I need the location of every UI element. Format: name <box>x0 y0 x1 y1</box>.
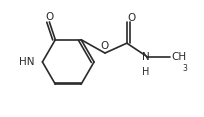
Text: O: O <box>127 13 135 23</box>
Text: 3: 3 <box>182 64 187 73</box>
Text: CH: CH <box>171 52 186 62</box>
Text: O: O <box>100 41 109 51</box>
Text: N: N <box>141 52 149 62</box>
Text: H: H <box>141 67 149 77</box>
Text: O: O <box>45 12 53 22</box>
Text: HN: HN <box>19 57 34 67</box>
